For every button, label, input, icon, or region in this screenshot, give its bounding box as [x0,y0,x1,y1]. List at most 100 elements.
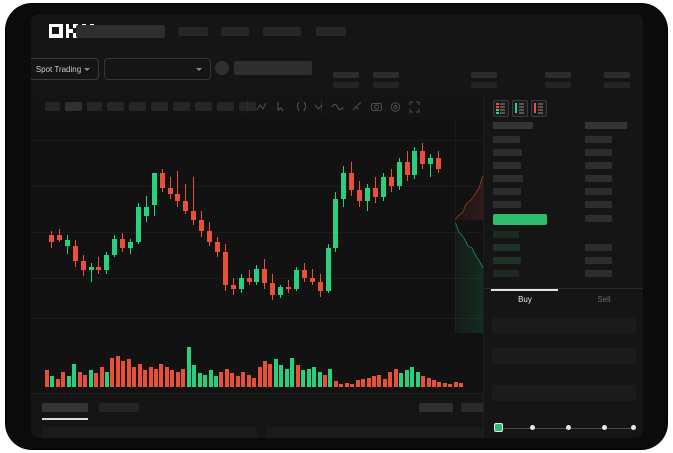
logo-block [73,33,78,38]
volume-bar-5 [72,363,77,387]
volume-bar-50 [317,371,322,387]
volume-bar-48 [306,368,311,387]
orderbook-ask-row[interactable] [493,175,523,182]
app-screen: Spot Trading [31,14,643,438]
orderbook-view-both-icon[interactable] [493,100,509,117]
settings-icon[interactable] [389,100,402,113]
timeframe-7[interactable] [195,102,212,111]
camera-icon[interactable] [370,100,383,113]
timeframe-8[interactable] [217,102,234,111]
slider-handle[interactable] [494,423,503,432]
volume-bar-56 [350,383,355,387]
logo-block [66,24,70,38]
volume-bar-15 [126,359,131,387]
volume-bar-19 [148,367,153,387]
orderbook-bid-row[interactable] [493,231,519,238]
order-amount-field[interactable] [492,348,636,364]
timeframe-3[interactable] [107,102,124,111]
volume-bar-75 [453,382,458,387]
volume-bar-63 [388,371,393,387]
volume-bar-13 [115,356,120,387]
ticker-stat-4 [545,72,571,88]
volume-bar-51 [322,374,327,387]
logo-block [59,27,63,35]
chevron-down-icon [84,67,91,71]
nav-item-2[interactable] [221,27,249,36]
volume-bar-31 [213,376,218,387]
chevron-down-icon[interactable] [312,100,325,113]
volume-bar-66 [404,370,409,387]
volume-bar-76 [459,383,464,387]
fullscreen-icon[interactable] [408,100,421,113]
orders-action-1[interactable] [461,403,494,412]
active-tab-underline [42,418,88,420]
orders-panel-block-1 [266,427,483,438]
orderbook-view-asks-icon[interactable] [531,100,547,117]
orders-action-0[interactable] [419,403,453,412]
tab-sell[interactable]: Sell [597,295,611,304]
order-amount-slider[interactable] [494,423,636,433]
volume-bar-61 [377,374,382,387]
volume-bar-72 [437,381,442,387]
volume-histogram[interactable] [31,333,483,393]
slider-step-50[interactable] [566,425,571,430]
orderbook-ask-row[interactable] [493,162,521,169]
current-pair-label [234,61,312,75]
orderbook-ask-row[interactable] [493,188,521,195]
ticker-stat-1 [333,72,359,88]
logo-block [73,24,78,29]
orderbook-bid-row[interactable] [493,257,521,264]
crosshair-icon[interactable] [275,100,288,113]
wave-icon[interactable] [331,100,344,113]
volume-bar-65 [399,373,404,387]
orderbook-ask-row[interactable] [493,201,521,208]
price-candlestick-chart[interactable] [31,118,483,333]
volume-bar-52 [328,368,333,387]
trading-pair-selector[interactable] [104,58,211,80]
slider-step-75[interactable] [602,425,607,430]
volume-bar-7 [83,374,88,387]
fib-icon[interactable] [295,100,308,113]
order-price-field[interactable] [492,318,636,334]
volume-bar-25 [181,368,186,387]
tab-buy[interactable]: Buy [518,295,532,304]
orderbook-last-price-row[interactable] [493,214,547,225]
timeframe-1[interactable] [65,102,82,111]
order-total-field[interactable] [492,385,636,401]
ruler-icon[interactable] [351,100,364,113]
timeframe-4[interactable] [129,102,146,111]
bottom-tab-1[interactable] [99,403,139,412]
grid-line [31,186,483,187]
volume-bar-17 [137,363,142,387]
trendline-icon[interactable] [255,100,268,113]
nav-item-3[interactable] [263,27,301,36]
volume-bar-54 [339,383,344,387]
bottom-tab-0[interactable] [42,403,88,412]
volume-bar-39 [257,367,262,387]
orderbook-view-bids-icon[interactable] [512,100,528,117]
nav-item-1[interactable] [178,27,208,36]
slider-track [498,427,632,429]
volume-bar-22 [164,367,169,387]
nav-item-4[interactable] [316,27,346,36]
timeframe-0[interactable] [45,102,60,111]
volume-bar-12 [110,357,115,387]
market-type-selector[interactable]: Spot Trading [31,58,99,80]
slider-step-100[interactable] [631,425,636,430]
orderbook-ask-row[interactable] [493,149,522,156]
volume-bar-64 [393,368,398,387]
volume-bar-21 [159,363,164,387]
orderbook-bid-row[interactable] [493,270,519,277]
ticker-stat-3 [471,72,497,88]
orderbook-ask-row[interactable] [493,136,520,143]
coin-avatar [215,61,229,75]
volume-bar-70 [426,377,431,387]
logo-block [69,28,74,33]
okx-logo[interactable] [31,24,95,39]
slider-step-25[interactable] [530,425,535,430]
timeframe-6[interactable] [173,102,190,111]
timeframe-5[interactable] [151,102,168,111]
timeframe-2[interactable] [87,102,102,111]
global-search-input[interactable] [76,25,165,38]
orderbook-bid-row[interactable] [493,244,520,251]
